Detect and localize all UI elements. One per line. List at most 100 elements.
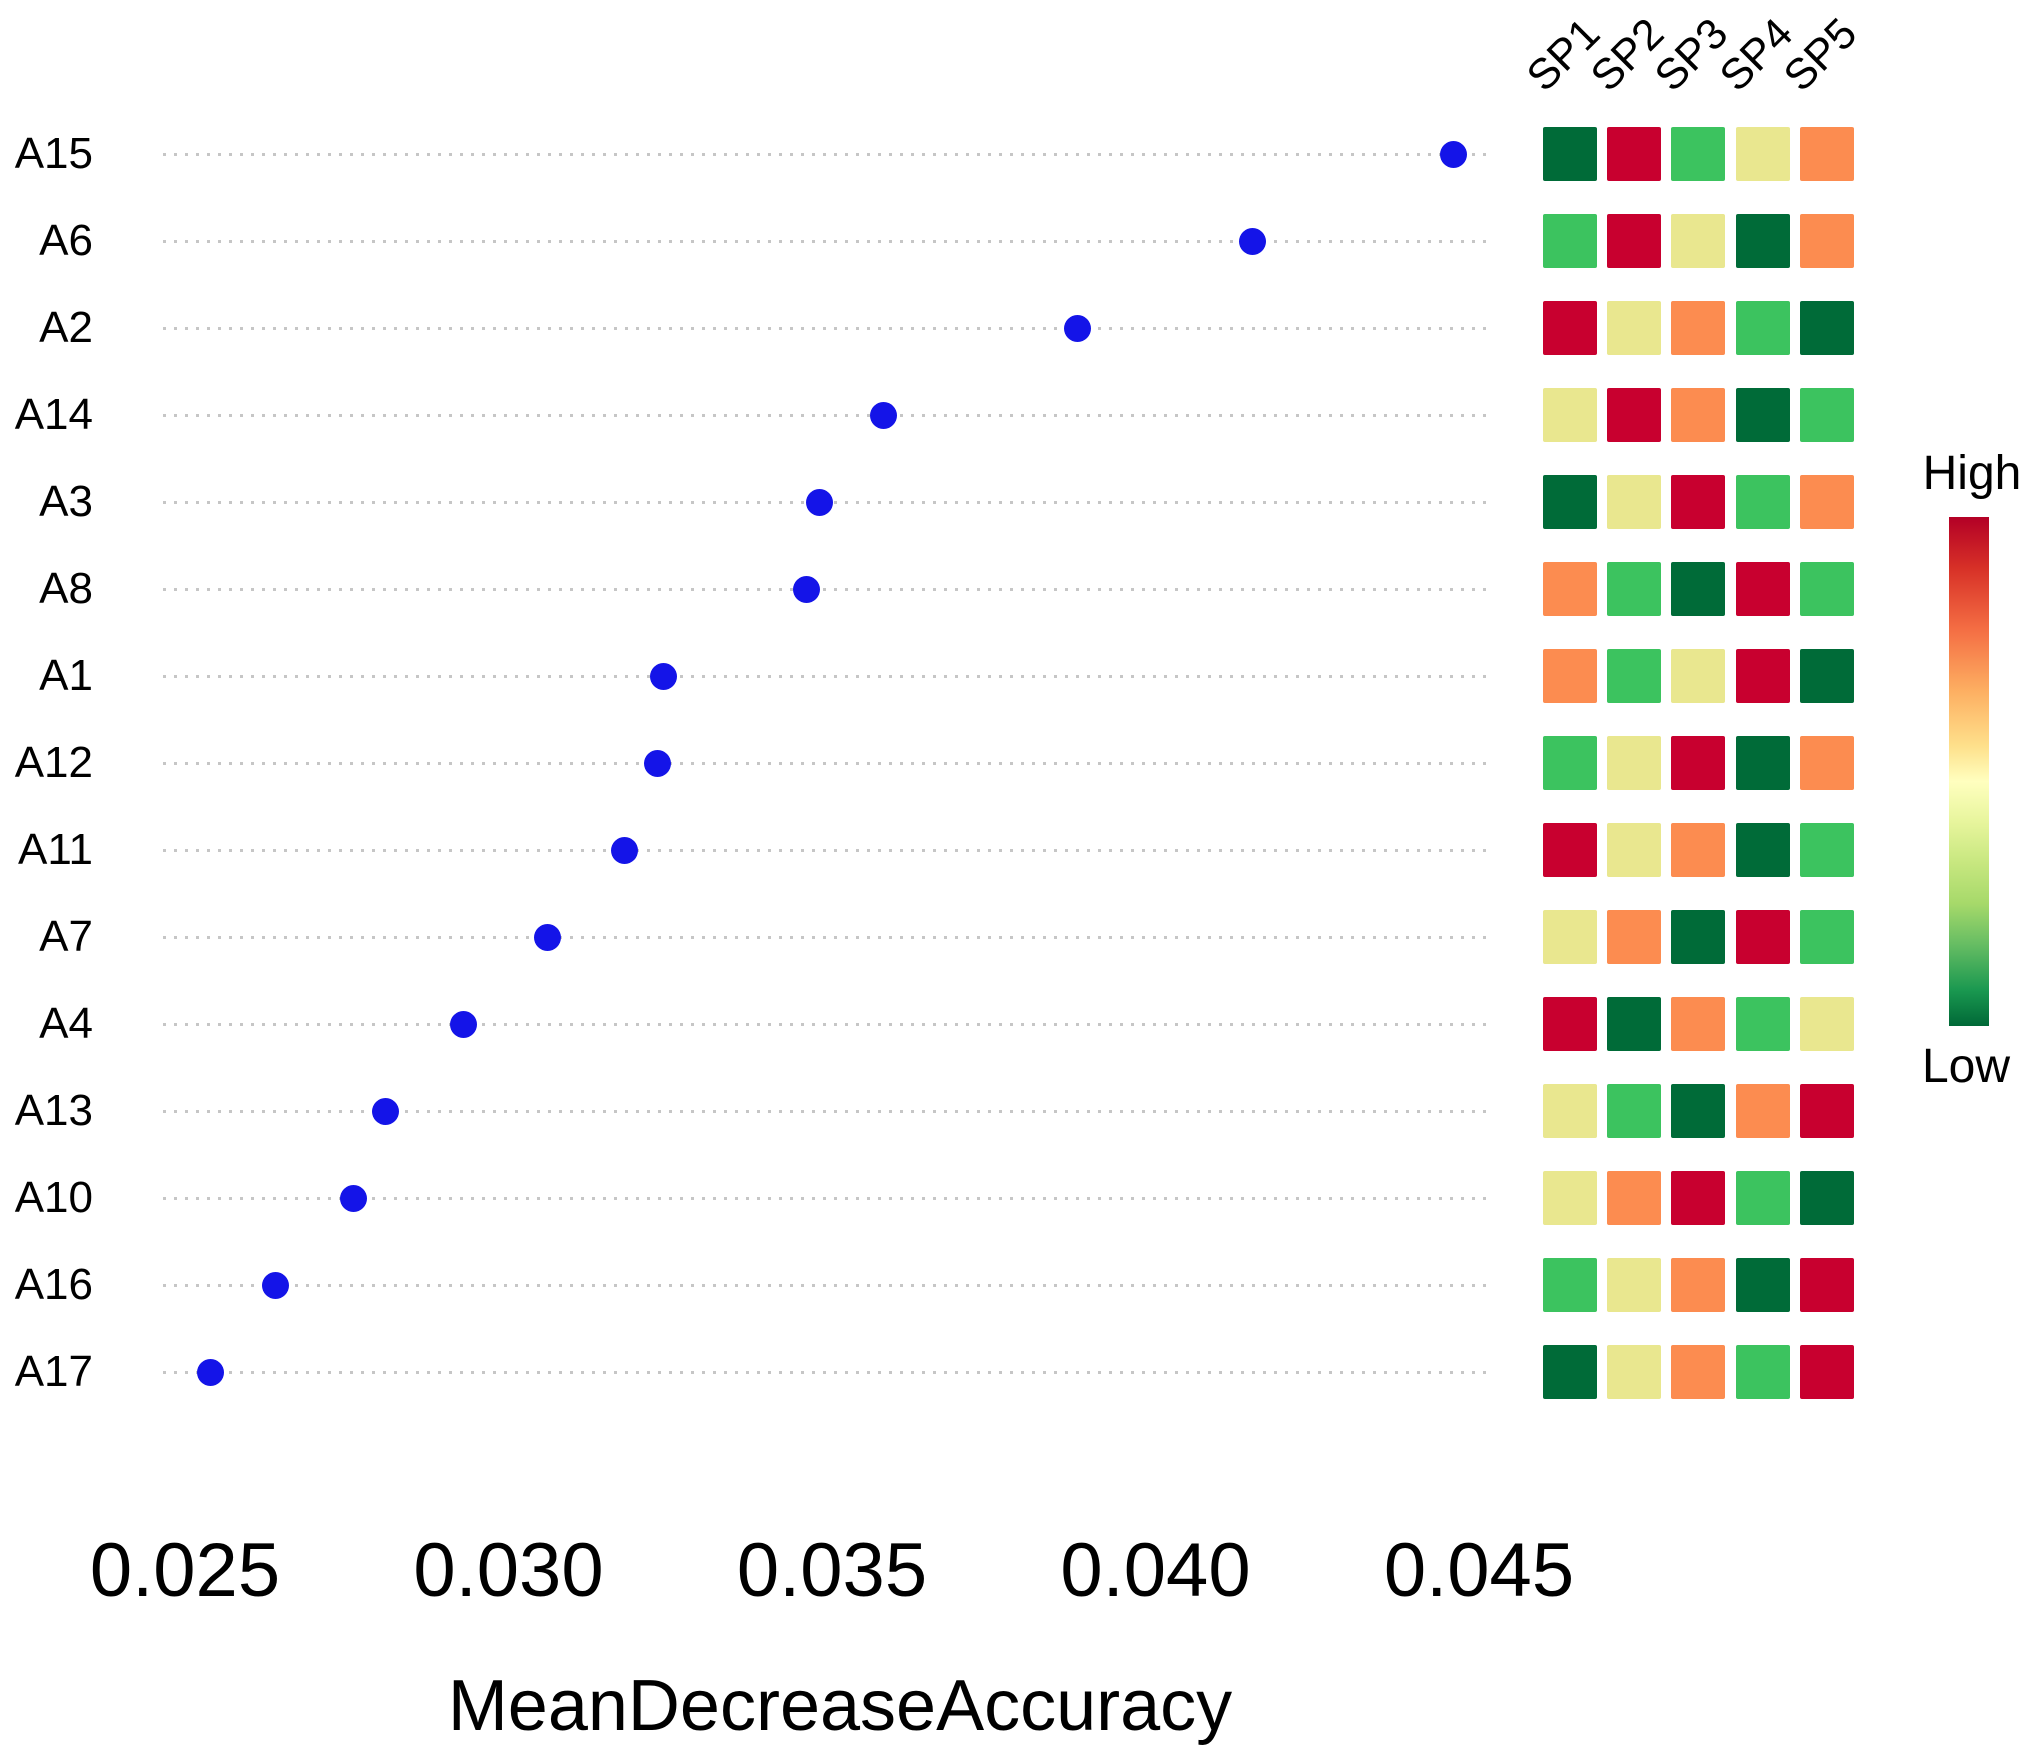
heatmap-cell [1800, 910, 1854, 964]
heatmap-cell [1543, 736, 1597, 790]
heatmap-cell [1671, 214, 1725, 268]
heatmap-cell [1800, 475, 1854, 529]
heatmap-cell [1671, 910, 1725, 964]
heatmap-cell [1543, 1258, 1597, 1312]
row-label: A17 [14, 1347, 93, 1396]
heatmap-cell [1543, 562, 1597, 616]
heatmap-cell [1607, 214, 1661, 268]
heatmap-cell [1543, 823, 1597, 877]
x-tick-label: 0.025 [89, 1528, 281, 1613]
heatmap-cell [1736, 301, 1790, 355]
heatmap-cell [1543, 214, 1597, 268]
heatmap-cell [1671, 562, 1725, 616]
data-point [611, 836, 639, 864]
heatmap-cell [1671, 1084, 1725, 1138]
heatmap-cell [1607, 301, 1661, 355]
heatmap-cell [1543, 388, 1597, 442]
heatmap-cell [1671, 1258, 1725, 1312]
data-point [372, 1097, 400, 1125]
data-point [805, 488, 833, 516]
heatmap-cell [1607, 910, 1661, 964]
heatmap-cell [1543, 910, 1597, 964]
heatmap-cell [1607, 1171, 1661, 1225]
data-point [449, 1010, 477, 1038]
row-label: A3 [39, 477, 93, 526]
heatmap-cell [1736, 1171, 1790, 1225]
data-point [870, 401, 898, 429]
heatmap-cell [1800, 214, 1854, 268]
col-header-sp5: SP5 [1774, 9, 1867, 101]
data-point [792, 575, 820, 603]
heatmap-cell [1543, 301, 1597, 355]
heatmap-cell [1607, 475, 1661, 529]
heatmap-cell [1800, 649, 1854, 703]
heatmap-cell [1736, 910, 1790, 964]
legend-high-label: High [1922, 447, 2022, 500]
x-axis-title: MeanDecreaseAccuracy [447, 1666, 1233, 1746]
data-point [1239, 227, 1267, 255]
row-label: A4 [39, 999, 93, 1048]
grid-line [163, 1371, 1490, 1374]
grid-line [163, 762, 1490, 765]
heatmap-cell [1736, 388, 1790, 442]
grid-line [163, 240, 1490, 243]
heatmap-cell [1736, 214, 1790, 268]
heatmap-cell [1736, 475, 1790, 529]
grid-line [163, 414, 1490, 417]
heatmap-cell [1800, 1171, 1854, 1225]
row-label: A11 [17, 825, 93, 874]
heatmap-cell [1543, 649, 1597, 703]
grid-line [163, 1023, 1490, 1026]
heatmap-cell [1736, 562, 1790, 616]
data-point [1439, 140, 1467, 168]
heatmap-cell [1671, 1171, 1725, 1225]
heatmap-cell [1800, 736, 1854, 790]
heatmap-cell [1671, 1345, 1725, 1399]
heatmap-cell [1800, 127, 1854, 181]
grid-line [163, 675, 1490, 678]
heatmap-cell [1607, 736, 1661, 790]
heatmap-cell [1671, 997, 1725, 1051]
heatmap-cell [1543, 1171, 1597, 1225]
heatmap-cell [1607, 997, 1661, 1051]
heatmap-cell [1607, 388, 1661, 442]
row-label: A8 [39, 564, 93, 613]
heatmap-cell [1736, 1084, 1790, 1138]
row-label: A12 [14, 738, 93, 787]
x-tick-label: 0.035 [736, 1528, 928, 1613]
row-label: A16 [14, 1260, 93, 1309]
legend-low-label: Low [1921, 1040, 2011, 1093]
grid-line [163, 1110, 1490, 1113]
heatmap-cell [1607, 127, 1661, 181]
heatmap-cell [1543, 1084, 1597, 1138]
grid-line [163, 1284, 1490, 1287]
row-label: A15 [14, 129, 93, 178]
heatmap-cell [1671, 127, 1725, 181]
grid-line [163, 588, 1490, 591]
x-tick-label: 0.030 [413, 1528, 604, 1613]
heatmap-cell [1543, 1345, 1597, 1399]
heatmap-cell [1543, 127, 1597, 181]
heatmap-cell [1800, 997, 1854, 1051]
heatmap-cell [1736, 1345, 1790, 1399]
heatmap-cell [1543, 997, 1597, 1051]
row-label: A10 [14, 1173, 93, 1222]
heatmap-cell [1607, 649, 1661, 703]
heatmap-cell [1800, 1084, 1854, 1138]
heatmap-cell [1800, 562, 1854, 616]
heatmap-cell [1800, 301, 1854, 355]
data-point [1064, 314, 1092, 342]
data-point [339, 1184, 367, 1212]
heatmap-cell [1607, 1345, 1661, 1399]
heatmap-cell [1800, 388, 1854, 442]
grid-line [163, 153, 1490, 156]
heatmap-cell [1736, 736, 1790, 790]
row-label: A7 [39, 912, 93, 961]
heatmap-cell [1736, 649, 1790, 703]
data-point [197, 1358, 225, 1386]
row-label: A1 [39, 651, 93, 700]
x-tick-label: 0.045 [1383, 1528, 1575, 1613]
grid-line [163, 936, 1490, 939]
heatmap-cell [1671, 388, 1725, 442]
